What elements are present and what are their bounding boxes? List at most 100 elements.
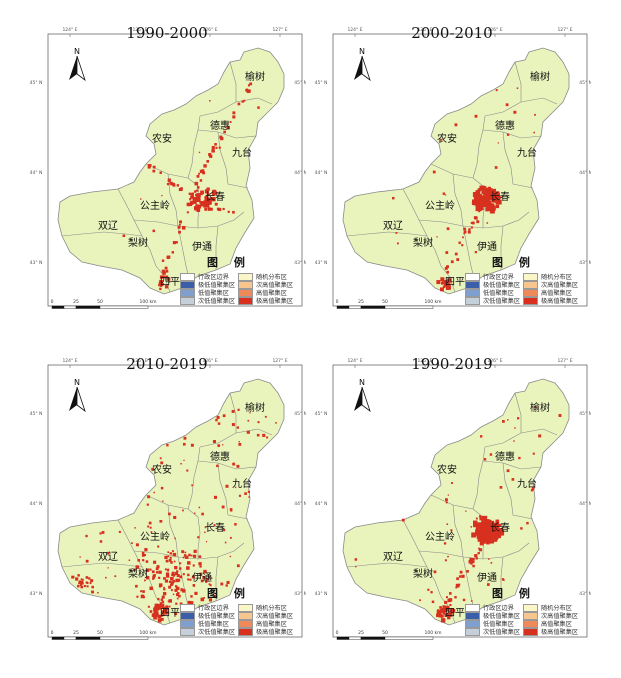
legend-label: 行政区边界 — [483, 274, 514, 281]
city-label-nongan: 农安 — [437, 132, 457, 145]
hotspot-cell — [159, 287, 162, 291]
legend-label: 高值聚集区 — [256, 290, 287, 297]
hotspot-cell — [151, 613, 156, 617]
hotspot-cell — [473, 523, 477, 528]
hotspot-cell — [497, 142, 499, 144]
hotspot-cell — [470, 526, 473, 528]
hotspot-cell — [475, 557, 478, 560]
hotspot-cell — [199, 565, 202, 568]
hotspot-cell — [474, 251, 477, 254]
hotspot-cell — [134, 527, 136, 529]
admin-boundary — [217, 462, 249, 520]
hotspot-cell — [161, 610, 165, 614]
coord-right-label: 43° N — [294, 591, 306, 597]
hotspot-cell — [445, 498, 448, 502]
hotspot-cell — [514, 427, 516, 429]
legend-label: 极高值聚集区 — [256, 298, 294, 305]
hotspot-cell — [167, 551, 170, 553]
hotspot-cell — [182, 573, 185, 576]
hotspot-cell — [477, 524, 483, 530]
hotspot-cell — [470, 558, 473, 561]
hotspot-cell — [163, 586, 165, 589]
hotspot-cell — [147, 605, 150, 608]
hotspot-cell — [99, 532, 102, 535]
hotspot-cell — [183, 459, 185, 461]
hotspot-cell — [481, 515, 488, 522]
hotspot-cell — [516, 87, 519, 89]
hotspot-cell — [455, 583, 460, 588]
legend-swatch — [180, 297, 195, 305]
hotspot-cell — [206, 160, 210, 163]
scale-label: 100 km — [424, 299, 441, 305]
hotspot-cell — [486, 536, 493, 543]
hotspot-cell — [190, 443, 194, 447]
coord-right-label: 45° N — [294, 411, 306, 417]
map-panel-2000-2010: 124° E 125° E 126° E 127° E 45° N 44° N 43° N 4… — [307, 14, 591, 314]
coord-right-label: 45° N — [579, 80, 591, 86]
hotspot-cell — [197, 536, 200, 539]
hotspot-cell — [187, 578, 190, 581]
map-frame — [47, 33, 303, 307]
hotspot-cell — [495, 519, 500, 524]
hotspot-cell — [205, 196, 208, 199]
hotspot-cell — [498, 523, 502, 527]
admin-boundary — [145, 494, 199, 518]
hotspot-cell — [444, 607, 449, 612]
legend-item-sig_low: 极低值聚集区 — [465, 611, 520, 620]
hotspot-cell — [222, 207, 225, 211]
hotspot-cell — [149, 586, 153, 591]
admin-boundary — [217, 131, 249, 189]
coord-right-label: 44° N — [579, 501, 591, 507]
map-frame — [47, 364, 303, 638]
coord-top-label: 126° E — [202, 27, 217, 33]
legend-label: 次高值聚集区 — [256, 613, 294, 620]
hotspot-cell — [236, 426, 240, 429]
hotspot-cell — [257, 106, 260, 109]
scale-label: 0 — [336, 630, 339, 636]
hotspot-cell — [476, 220, 480, 224]
hotspot-cell — [176, 570, 179, 573]
city-label-nongan: 农安 — [152, 463, 172, 476]
legend-item-sig_low: 极低值聚集区 — [180, 611, 235, 620]
hotspot-cell — [222, 444, 224, 446]
hotspot-cell — [77, 574, 80, 577]
hotspot-cell — [473, 520, 478, 525]
hotspot-cell — [498, 531, 504, 536]
hotspot-cell — [205, 577, 209, 581]
hotspot-cell — [149, 568, 152, 571]
hotspot-cell — [431, 600, 435, 604]
hotspot-cell — [215, 418, 218, 422]
hotspot-cell — [159, 520, 163, 523]
hotspot-cell — [236, 564, 240, 568]
hotspot-cell — [444, 279, 448, 284]
legend-label: 极高值聚集区 — [256, 629, 294, 636]
hotspot-cell — [140, 590, 143, 593]
hotspot-cell — [210, 197, 215, 202]
hotspot-cell — [170, 576, 174, 581]
hotspot-cell — [170, 581, 174, 585]
legend-item-high: 高值聚集区 — [523, 619, 572, 628]
hotspot-cell — [212, 440, 217, 444]
hotspot-cell — [232, 111, 236, 115]
legend-item-sub_low: 次低值聚集区 — [465, 627, 520, 636]
hotspot-cell — [207, 200, 212, 205]
hotspot-cell — [396, 242, 399, 245]
admin-boundary — [472, 115, 486, 179]
hotspot-cell — [169, 552, 172, 555]
coord-left-label: 45° N — [315, 411, 328, 417]
hotspot-cell — [159, 171, 162, 174]
hotspot-cell — [152, 229, 156, 233]
admin-boundary — [346, 562, 428, 568]
hotspot-cell — [440, 614, 444, 618]
hotspot-cell — [162, 592, 167, 596]
hotspot-cell — [225, 484, 229, 488]
hotspot-cell — [478, 210, 481, 213]
hotspot-cell — [155, 606, 160, 611]
hotspot-cell — [166, 182, 170, 186]
hotspot-cell — [191, 575, 195, 579]
hotspot-cell — [202, 576, 206, 580]
hotspot-cell — [133, 568, 136, 572]
hotspot-cell — [494, 166, 498, 169]
hotspot-cell — [395, 232, 398, 234]
hotspot-cell — [190, 193, 194, 196]
